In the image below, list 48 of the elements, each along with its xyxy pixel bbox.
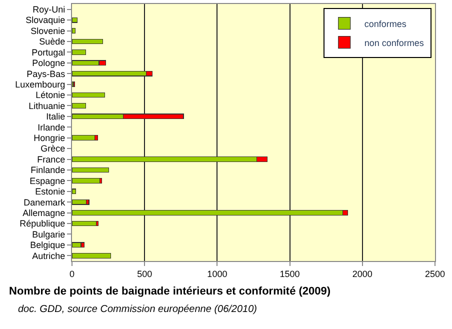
bar [72, 92, 106, 98]
y-tick-label: Finlande [30, 165, 66, 176]
bar [72, 252, 112, 258]
bar [72, 167, 110, 173]
text: doc. GDD, source Commission européenne (06/2010) [18, 304, 258, 315]
y-tick-label: Lithuanie [28, 100, 66, 111]
bar [72, 242, 82, 248]
x-tick-label: 500 [137, 268, 152, 279]
bar [72, 28, 76, 34]
y-tick-label: Pays-Bas [26, 68, 66, 79]
y-tick-label: Hongrie [34, 133, 66, 143]
legend-label: non conformes [364, 38, 424, 48]
legend-label: conformes [364, 18, 407, 29]
y-tick-label: Belgique [30, 240, 66, 250]
bar [72, 178, 100, 184]
y-tick-label: Pologne [32, 58, 66, 68]
y-tick-label: Danemark [24, 197, 66, 208]
bar [72, 38, 104, 44]
bar [72, 188, 76, 194]
y-tick-label: Espagne [30, 176, 66, 186]
bar [72, 220, 97, 226]
y-tick-label: Irlande [38, 122, 66, 132]
x-tick-label: 2000 [352, 268, 372, 279]
y-tick-label: Slovenie [30, 26, 66, 36]
y-tick-label: Létonie [36, 90, 66, 100]
bar [72, 135, 96, 141]
y-tick-label: France [37, 154, 66, 164]
x-tick-label: 0 [69, 268, 75, 279]
y-tick-label: République [20, 218, 66, 229]
y-tick-label: Italie [46, 112, 66, 122]
y-tick-label: Luxembourg [15, 79, 66, 90]
text: Nombre de points de baignade intérieurs et conformité (2009) [9, 285, 331, 298]
y-tick-label: Suède [39, 36, 66, 47]
bar [72, 199, 87, 205]
y-tick-label: Allemagne [22, 208, 66, 218]
x-tick-label: 1500 [280, 268, 300, 279]
x-tick-label: 2500 [424, 268, 446, 279]
y-tick-label: Autriche [32, 250, 66, 261]
x-tick-label: 1000 [207, 268, 228, 279]
y-tick-label: Grèce [40, 144, 66, 154]
bar [72, 17, 78, 23]
y-tick-label: Estonie [35, 186, 66, 197]
y-tick-label: Roy-Uni [32, 4, 66, 14]
bar [72, 103, 86, 108]
y-tick-label: Slovaquie [26, 15, 66, 26]
bar [72, 49, 86, 55]
y-tick-label: Portugal [32, 47, 66, 58]
y-tick-label: Bulgarie [32, 229, 66, 240]
